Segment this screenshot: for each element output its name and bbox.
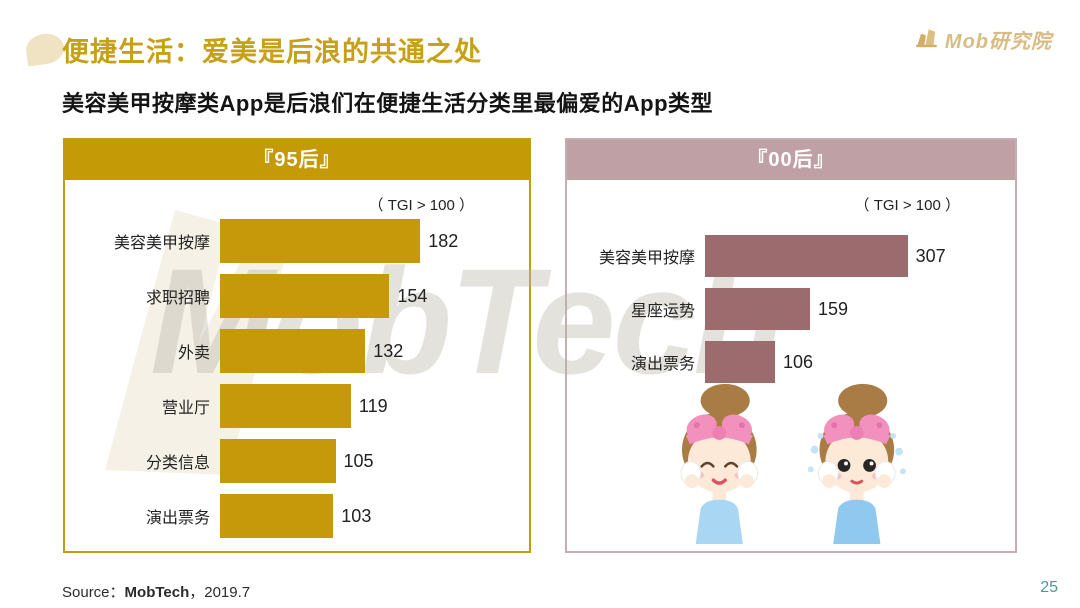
bar: [220, 494, 334, 538]
bar-label: 美容美甲按摩: [113, 235, 210, 252]
bar-label: 求职招聘: [145, 290, 210, 307]
source-line: Source：MobTech，2019.7: [62, 581, 250, 602]
bar-row: 演出票务 106: [567, 341, 1015, 383]
bar-value: 106: [782, 351, 813, 372]
brand-logo: Mob研究院: [914, 24, 1052, 55]
bar: [705, 288, 810, 330]
bar-rows: 美容美甲按摩 182 求职招聘 154 外卖 132 营业厅 119 分类信息 105 演出票务 10…: [65, 219, 529, 538]
page-title: 便捷生活：爱美是后浪的共通之处: [62, 37, 482, 67]
bar-row: 分类信息 105: [65, 439, 529, 483]
bar-value: 132: [373, 340, 404, 361]
brand-logo-text: Mob研究院: [944, 31, 1052, 53]
bar: [220, 219, 421, 263]
chart-panel-95hou: 『95后』 （ TGI > 100 ） 美容美甲按摩 182 求职招聘 154 外卖 13…: [63, 138, 531, 553]
bar-label: 分类信息: [145, 455, 210, 472]
bar-value: 154: [397, 285, 428, 306]
bar: [220, 329, 366, 373]
chart-panel-00hou: 『00后』 （ TGI > 100 ） 美容美甲按摩 307 星座运势 159 演出票务…: [565, 138, 1017, 553]
building-icon: [914, 24, 940, 55]
bar: [705, 341, 775, 383]
tgi-note: （ TGI > 100 ）: [368, 197, 474, 214]
source-suffix: ，2019.7: [189, 584, 251, 601]
bar-row: 美容美甲按摩 182: [65, 219, 529, 263]
bar-value: 182: [428, 230, 459, 251]
bar-row: 美容美甲按摩 307: [567, 235, 1015, 277]
bar-label: 星座运势: [630, 303, 695, 320]
bar-label: 营业厅: [161, 400, 210, 417]
bar-label: 演出票务: [145, 510, 210, 527]
source-prefix: Source：: [62, 584, 125, 601]
bar-value: 103: [341, 505, 372, 526]
bar-label: 美容美甲按摩: [598, 250, 695, 267]
bar-row: 求职招聘 154: [65, 274, 529, 318]
bar: [220, 274, 390, 318]
bar-row: 营业厅 119: [65, 384, 529, 428]
bar-row: 星座运势 159: [567, 288, 1015, 330]
chart-title-95hou: 『95后』: [65, 140, 529, 180]
bar: [220, 439, 336, 483]
bar-value: 105: [343, 450, 374, 471]
tgi-note: （ TGI > 100 ）: [854, 197, 960, 214]
bar-rows: 美容美甲按摩 307 星座运势 159 演出票务 106: [567, 235, 1015, 383]
source-brand: MobTech: [124, 584, 190, 601]
subtitle: 美容美甲按摩类App是后浪们在便捷生活分类里最偏爱的App类型: [62, 91, 714, 116]
title-leaf-decoration: [24, 31, 66, 67]
bar: [220, 384, 351, 428]
bar-label: 演出票务: [630, 356, 695, 373]
chart-title-00hou: 『00后』: [567, 140, 1015, 180]
bar-row: 演出票务 103: [65, 494, 529, 538]
bar-label: 外卖: [177, 345, 210, 362]
bar-value: 307: [915, 245, 946, 266]
page-number: 25: [1040, 579, 1058, 596]
bar-row: 外卖 132: [65, 329, 529, 373]
bar-value: 159: [817, 298, 848, 319]
bar-value: 119: [358, 395, 388, 416]
bar: [705, 235, 908, 277]
girls-washing-face-illustration: [641, 379, 941, 549]
